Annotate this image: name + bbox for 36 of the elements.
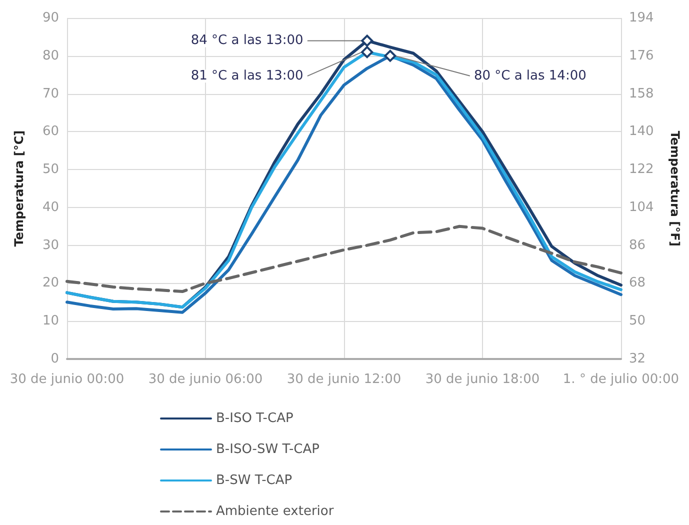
y2-tick-label: 176 bbox=[629, 48, 654, 64]
y-tick-label: 50 bbox=[42, 162, 59, 178]
y2-tick-label: 68 bbox=[629, 276, 646, 291]
data-label: 81 °C a las 13:00 bbox=[190, 68, 304, 84]
y-axis-title: Temperatura [°C] bbox=[12, 130, 26, 247]
y2-tick-label: 104 bbox=[629, 200, 654, 215]
y2-tick-label: 158 bbox=[629, 86, 654, 102]
legend-label: B-ISO T-CAP bbox=[216, 411, 294, 426]
y2-tick-label: 194 bbox=[629, 10, 654, 26]
y-tick-label: 0 bbox=[50, 352, 59, 366]
y2-tick-label: 140 bbox=[629, 124, 654, 140]
x-tick-label: 30 de junio 00:00 bbox=[10, 372, 124, 387]
legend-label: B-SW T-CAP bbox=[216, 473, 292, 488]
x-tick-label: 30 de junio 18:00 bbox=[425, 372, 540, 387]
y-tick-label: 70 bbox=[42, 86, 59, 102]
x-tick-label: 30 de junio 06:00 bbox=[148, 372, 263, 387]
y2-tick-label: 122 bbox=[629, 162, 654, 178]
line-series bbox=[66, 224, 622, 294]
y-tick-label: 10 bbox=[42, 314, 59, 329]
legend-label: Ambiente exterior bbox=[216, 504, 334, 519]
legend-label: B-ISO-SW T-CAP bbox=[216, 442, 320, 457]
y2-tick-label: 32 bbox=[629, 352, 646, 366]
y-tick-label: 20 bbox=[42, 276, 59, 291]
y-tick-label: 90 bbox=[42, 10, 59, 26]
y2-tick-label: 50 bbox=[629, 314, 646, 329]
y-tick-label: 40 bbox=[42, 200, 59, 215]
data-label: 84 °C a las 13:00 bbox=[190, 33, 304, 48]
y-tick-label: 80 bbox=[42, 48, 59, 64]
y2-axis-title: Temperatura [°F] bbox=[668, 130, 682, 246]
x-tick-label: 30 de junio 12:00 bbox=[286, 372, 402, 387]
y-tick-label: 60 bbox=[42, 124, 59, 140]
y2-tick-label: 86 bbox=[629, 238, 646, 253]
data-label: 80 °C a las 14:00 bbox=[474, 68, 586, 84]
y-tick-label: 30 bbox=[42, 238, 59, 253]
point bbox=[361, 34, 374, 47]
x-tick-label: 1. ° de julio 00:00 bbox=[562, 372, 680, 387]
